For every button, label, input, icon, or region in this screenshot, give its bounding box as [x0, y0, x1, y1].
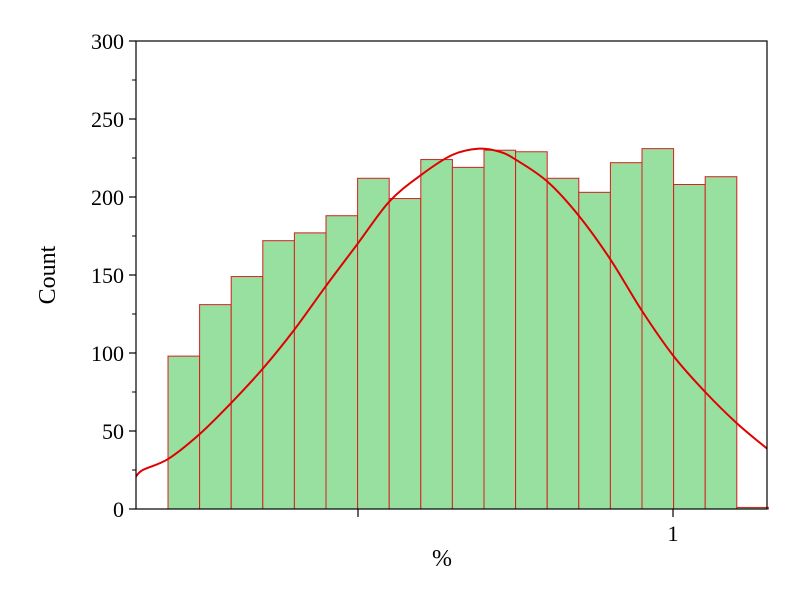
y-tick-label: 200: [91, 185, 124, 210]
y-tick-label: 0: [113, 497, 124, 522]
histogram-bar: [230, 276, 264, 510]
histogram-bar: [515, 151, 548, 510]
histogram-bar: [388, 198, 422, 510]
histogram-bar: [167, 355, 201, 510]
fit-curve-line: [136, 147, 767, 479]
histogram-bar: [325, 215, 359, 510]
x-tick-label: 1: [668, 521, 679, 546]
y-tick-label: 100: [91, 341, 124, 366]
histogram-bar: [609, 162, 643, 510]
bars-group: [167, 148, 769, 510]
histogram-bar: [357, 177, 390, 510]
y-axis-ticks: 0 50 100 150 200 250 300: [91, 29, 136, 522]
histogram-bar: [199, 304, 232, 510]
histogram-bar: [578, 191, 611, 510]
histogram-bar: [483, 149, 517, 510]
histogram-bar: [451, 166, 485, 510]
histogram-bar: [704, 176, 738, 510]
histogram-bar: [262, 240, 295, 510]
histogram-bar: [546, 177, 580, 510]
x-axis-ticks: 1: [357, 509, 679, 546]
x-axis-label: %: [432, 546, 452, 572]
y-tick-label: 250: [91, 107, 124, 132]
y-tick-label: 150: [91, 263, 124, 288]
y-tick-label: 300: [91, 29, 124, 54]
histogram-bar: [420, 159, 453, 510]
histogram-bar: [641, 148, 675, 510]
histogram-bar: [673, 184, 706, 510]
y-tick-label: 50: [102, 419, 124, 444]
histogram-bar: [293, 232, 327, 510]
y-axis-label: Count: [35, 245, 61, 304]
